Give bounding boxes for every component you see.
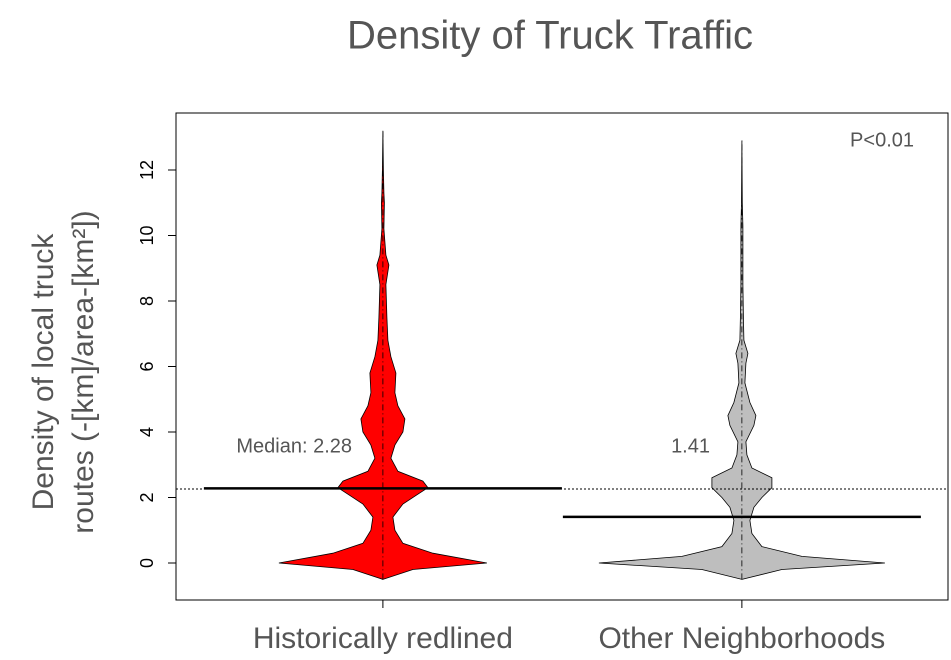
chart-title: Density of Truck Traffic <box>347 14 753 58</box>
median-label: 1.41 <box>671 435 710 457</box>
y-axis-label: routes (-[km]/area-[km²]) <box>67 210 100 533</box>
median-label: Median: 2.28 <box>236 435 352 457</box>
y-tick-label: 10 <box>137 225 157 245</box>
p-value: P<0.01 <box>850 129 914 151</box>
bean <box>598 140 885 580</box>
y-tick-label: 6 <box>137 361 157 371</box>
y-tick-label: 4 <box>137 427 157 437</box>
y-tick-label: 0 <box>137 558 157 568</box>
y-axis-label: Density of local truck <box>27 233 60 511</box>
x-tick-label: Historically redlined <box>253 622 513 655</box>
y-tick-label: 8 <box>137 296 157 306</box>
plot-frame <box>175 112 949 601</box>
y-tick-label: 12 <box>137 160 157 180</box>
x-tick-label: Other Neighborhoods <box>598 622 885 655</box>
y-tick-label: 2 <box>137 492 157 502</box>
